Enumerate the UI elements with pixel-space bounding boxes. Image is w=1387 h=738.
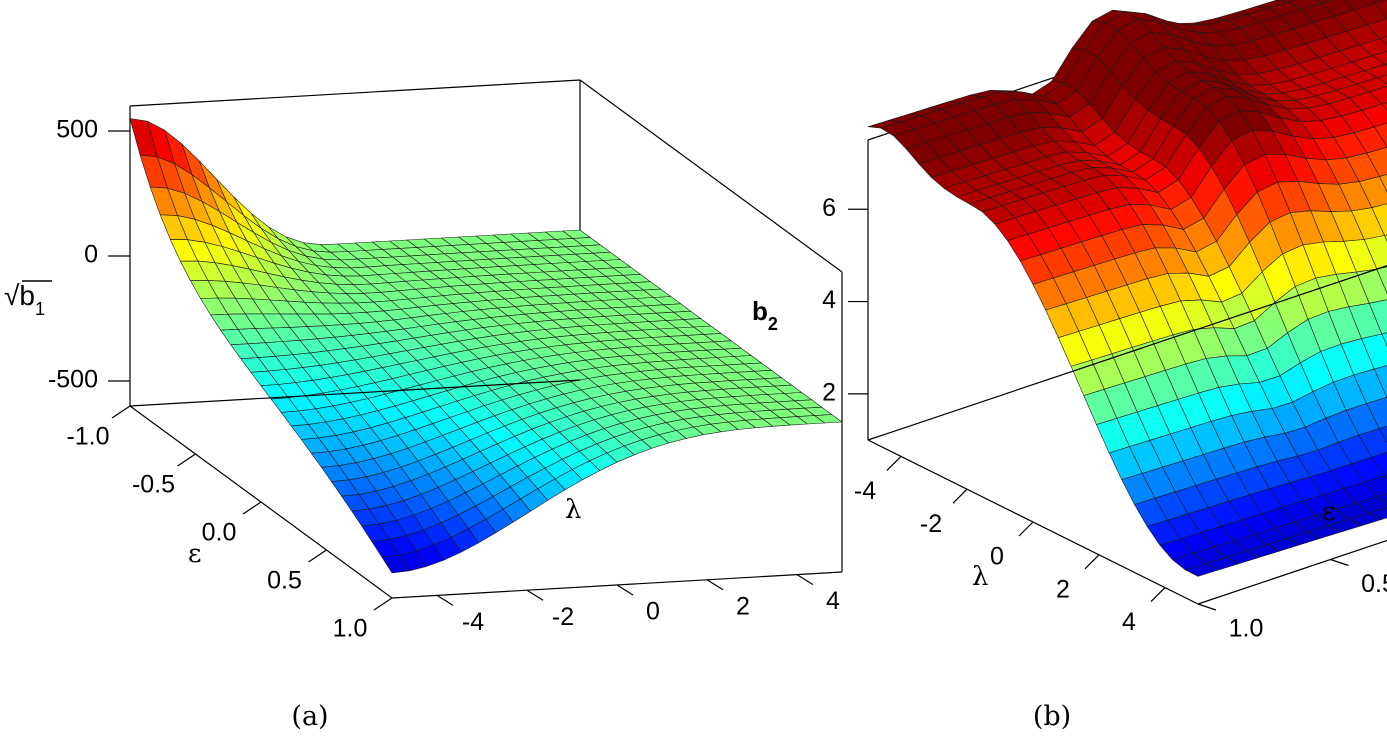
panel-a-y-tick [616, 584, 634, 596]
panel-a-y-tick-label: -2 [552, 603, 574, 631]
panel-b-box-edge [867, 265, 1387, 441]
panel-b-surface-facet [1379, 36, 1387, 46]
panel-a-x-tick-label: 0.0 [202, 519, 237, 547]
panel-b-z-label-sub: 2 [768, 314, 778, 334]
panel-a-x-tick [308, 549, 327, 563]
panel-a-x-axis-label: ε [188, 539, 201, 569]
panel-b-x-tick [1018, 521, 1034, 537]
panel-a-y-tick-label: 4 [826, 587, 840, 615]
panel-b-surface-facet [1185, 563, 1219, 577]
panel-a-y-tick-label: 2 [736, 592, 750, 620]
panel-a-x-tick [111, 405, 131, 419]
panel-a-box-edge [579, 79, 843, 273]
panel-a-x-tick [242, 501, 262, 515]
panel-b-z-axis-label: b2 [752, 296, 778, 334]
panel-b-z-tick-label: 2 [822, 378, 836, 406]
panel-a-surface [129, 118, 843, 574]
panel-a-x-tick-label: 0.5 [267, 567, 302, 595]
panel-a-z-tick-label: 0 [84, 241, 98, 269]
panel-a-y-axis-label: λ [565, 495, 581, 525]
panel-b-x-tick [1150, 587, 1166, 603]
panel-a-y-tick-label: -4 [462, 608, 484, 636]
panel-a-y-tick [436, 594, 454, 606]
panel-b-y-tick [1330, 558, 1349, 567]
panel-a-z-label-main: b [19, 280, 35, 311]
panel-a-x-tick-label: -0.5 [132, 471, 175, 499]
panel-b-y-tick [1197, 603, 1217, 611]
panel-a-x-tick-label: 1.0 [333, 615, 368, 643]
panel-a-y-tick [706, 579, 724, 591]
panel-a-x-tick [177, 453, 196, 467]
panel-a-z-tick-label: -500 [48, 366, 98, 394]
panel-b-z-tick-label: 6 [822, 194, 836, 222]
panel-b-x-tick [886, 455, 902, 471]
panel-a-x-tick-label: -1.0 [66, 423, 109, 451]
panel-b-x-axis-label: λ [972, 562, 988, 592]
panel-a-y-tick-label: 0 [646, 598, 660, 626]
panel-a-x-tick [373, 597, 393, 611]
panel-a-y-tick [796, 574, 814, 586]
panel-a-z-label-sub: 1 [35, 299, 45, 319]
panel-b-box-edge [1197, 539, 1387, 605]
panel-b-x-tick [952, 488, 968, 504]
panel-b-y-tick-label: 1.0 [1229, 615, 1264, 643]
panel-a-y-tick [526, 589, 544, 601]
panel-b-surface-facet [1378, 425, 1387, 443]
panel-b-z-tick-label: 4 [822, 286, 836, 314]
panel-a-z-label-radical: √ [4, 280, 20, 311]
panel-b-x-tick-label: 0 [990, 543, 1004, 571]
panel-b-surface [867, 0, 1387, 577]
panel-a-surface-facet [381, 554, 410, 574]
panel-b-x-tick-label: 2 [1056, 575, 1070, 603]
panel-a-z-axis-label: √b1 [4, 280, 45, 319]
panel-a-caption: (a) [291, 701, 328, 732]
panel-a-box-edge [129, 379, 581, 407]
panel-b-x-tick-label: -2 [920, 510, 942, 538]
panel-b-z-label-main: b [752, 296, 768, 326]
panel-b-x-tick-label: 4 [1122, 608, 1136, 636]
panel-b-x-tick [1084, 554, 1100, 570]
panel-a-z-tick-label: 500 [56, 116, 98, 144]
panel-b-y-tick-label: 0.5 [1361, 570, 1387, 598]
panel-b-y-axis-label: ε [1322, 497, 1335, 527]
panel-b-x-tick-label: -4 [854, 477, 876, 505]
panel-a-box-edge [129, 79, 581, 107]
panel-a-ticks: -500 0 500 -1.0 -0.5 0.0 0.5 1.0 -4 -2 0 2 4 [22, 116, 840, 643]
panel-b-caption: (b) [1033, 701, 1071, 732]
